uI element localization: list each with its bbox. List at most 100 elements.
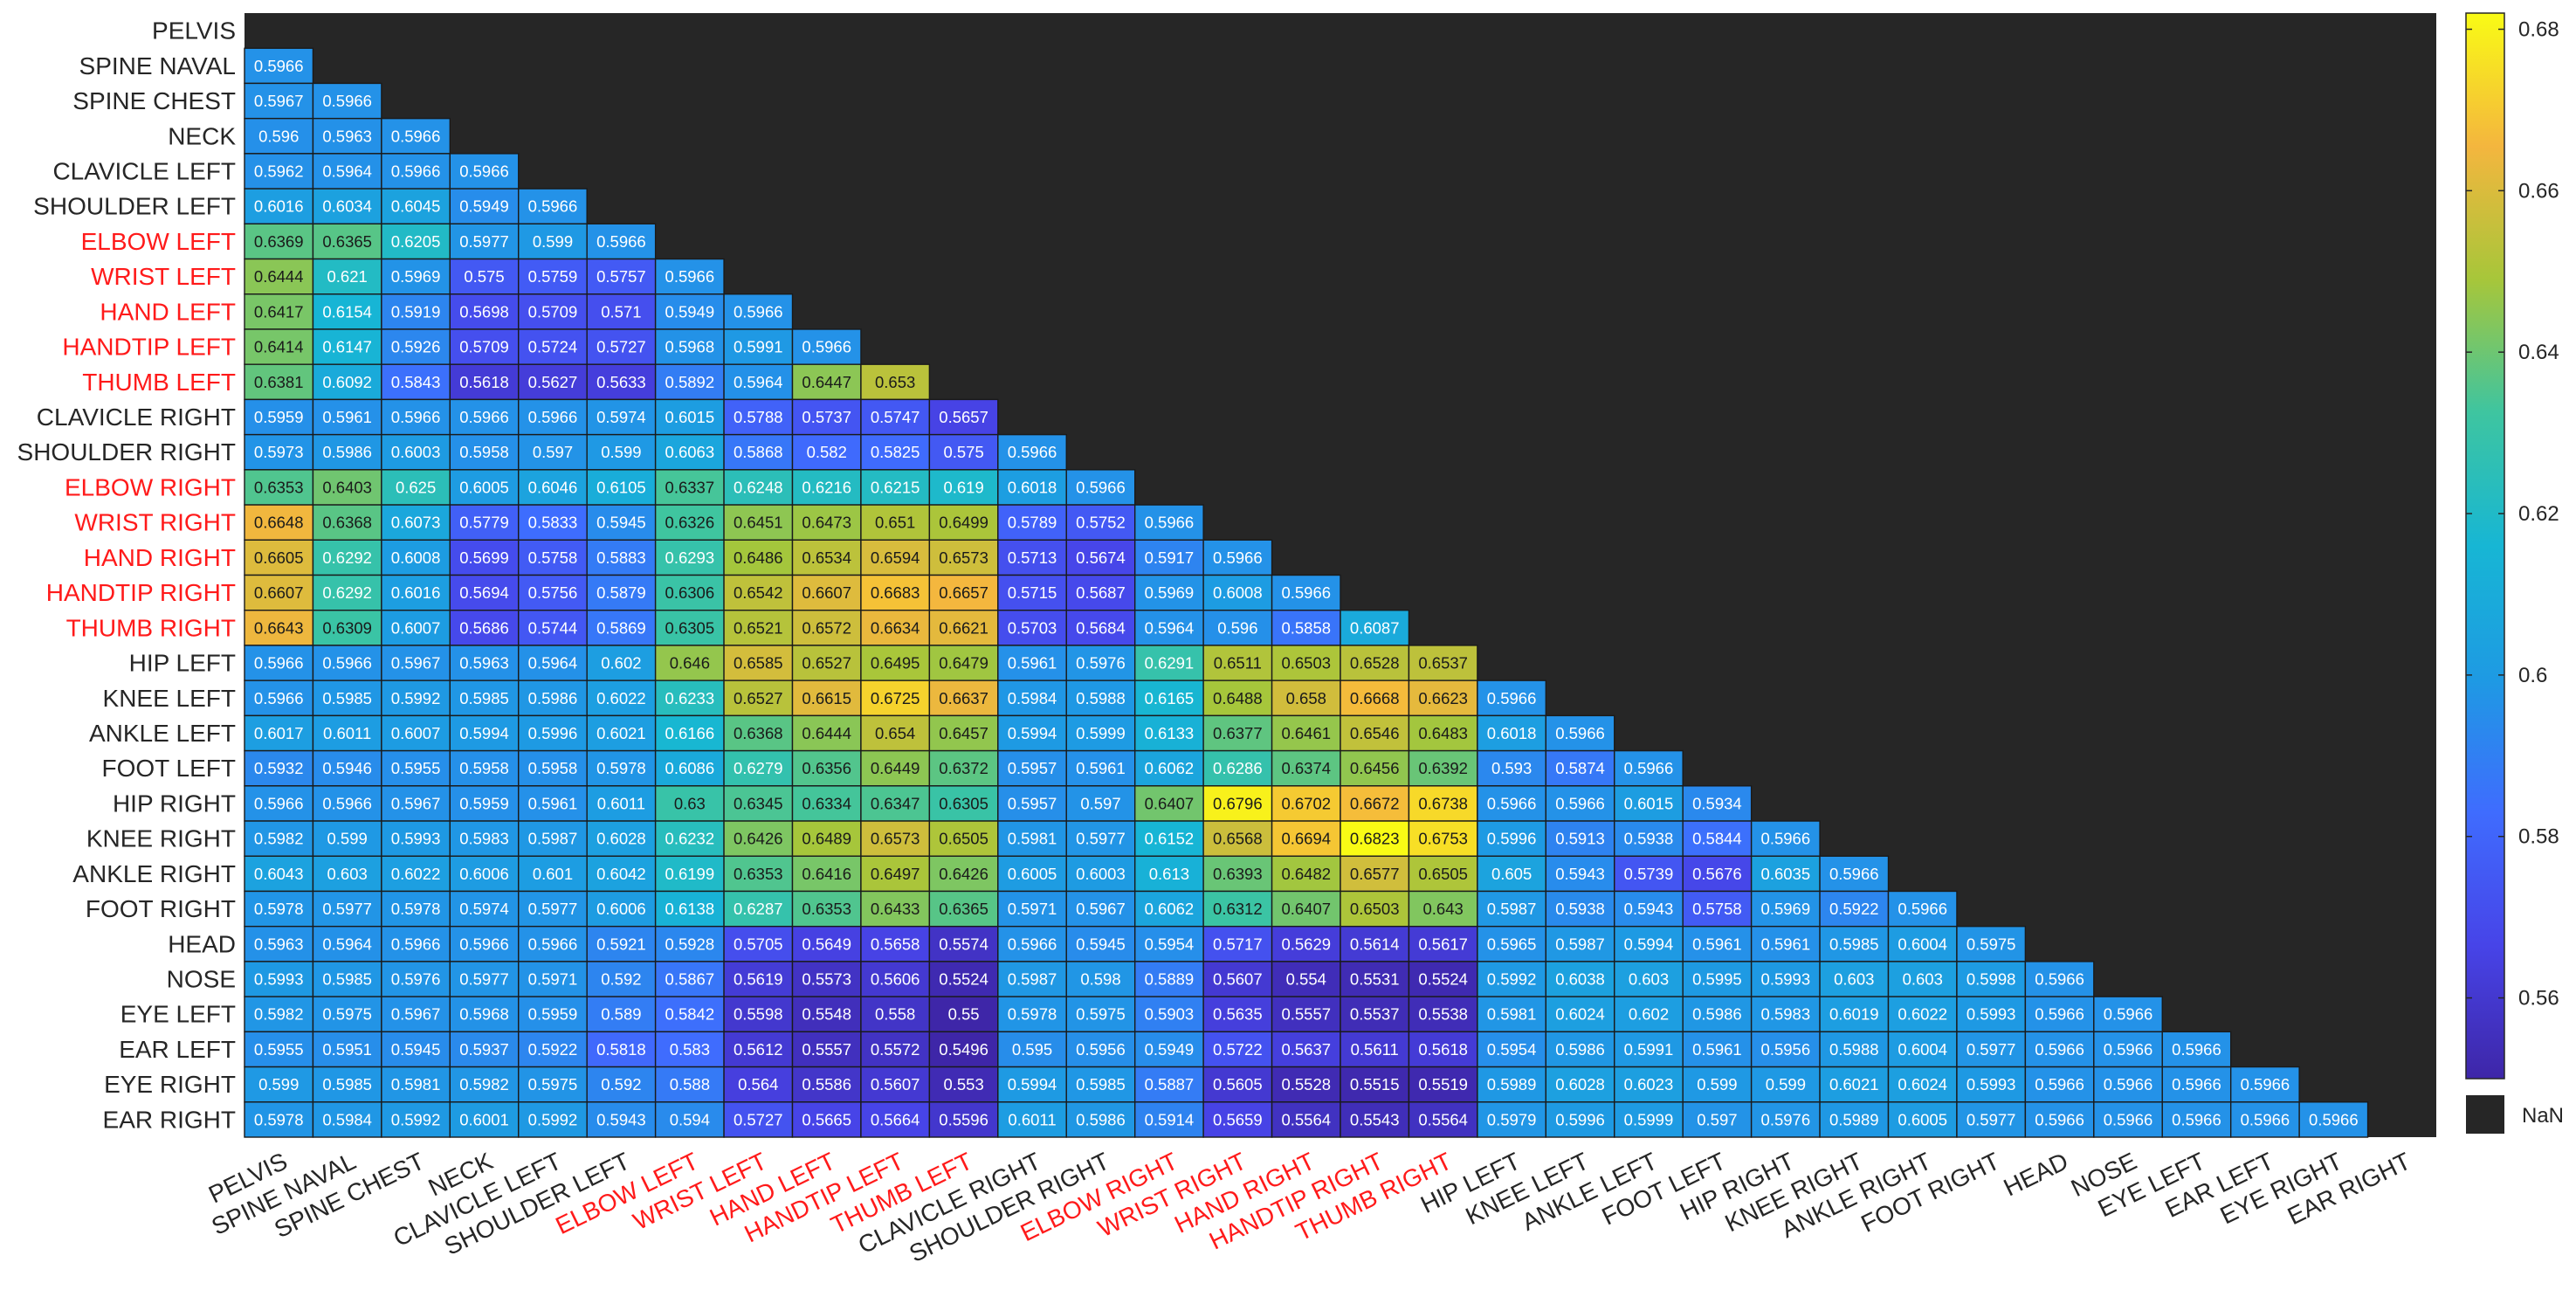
heatmap-cell-value: 0.5844 (1692, 830, 1742, 848)
heatmap-cell-value: 0.5574 (939, 935, 988, 953)
heatmap-cell (1614, 785, 1684, 822)
heatmap-cell (586, 679, 657, 717)
heatmap-cell-value: 0.5994 (1008, 1075, 1057, 1093)
heatmap-cell-value: 0.5978 (254, 1110, 304, 1128)
heatmap-cell-value: 0.605 (1491, 865, 1532, 883)
heatmap-cell-value: 0.6374 (1281, 759, 1331, 777)
heatmap-cell-value: 0.595 (1012, 1040, 1052, 1059)
heatmap-cell-value: 0.5964 (1145, 618, 1195, 637)
row-label: HIP LEFT (129, 650, 236, 677)
heatmap-cell (244, 504, 314, 541)
heatmap-cell-value: 0.5984 (322, 1110, 372, 1128)
heatmap-cell-value: 0.6046 (528, 478, 578, 496)
heatmap-cell (1271, 749, 1341, 787)
heatmap-cell-value: 0.6377 (1213, 724, 1263, 742)
heatmap-cell-value: 0.6426 (939, 865, 988, 883)
heatmap-cell (381, 117, 451, 155)
heatmap-cell (723, 469, 794, 506)
heatmap-cell (381, 785, 451, 822)
heatmap-cell-value: 0.6573 (939, 548, 988, 567)
heatmap-cell-value: 0.5962 (254, 162, 304, 180)
heatmap-cell-value: 0.5982 (254, 1005, 304, 1024)
heatmap-cell (791, 925, 862, 962)
heatmap-cell (997, 925, 1067, 962)
heatmap-cell (381, 504, 451, 541)
heatmap-cell-value: 0.6233 (665, 689, 715, 707)
heatmap-cell-value: 0.5992 (528, 1110, 578, 1128)
heatmap-cell (791, 504, 862, 541)
heatmap-cell-value: 0.5998 (1966, 970, 2016, 989)
heatmap-cell-value: 0.5519 (1418, 1075, 1468, 1093)
heatmap-cell-value: 0.6353 (802, 900, 851, 918)
row-labels: PELVIS SPINE NAVAL SPINE CHEST NECK CLAVICLE… (17, 17, 237, 1134)
heatmap-cell (723, 645, 794, 681)
heatmap-cell (1545, 1066, 1615, 1103)
heatmap-cell-value: 0.5914 (1145, 1110, 1195, 1128)
heatmap-cell (1545, 925, 1615, 962)
heatmap-cell-value: 0.6011 (597, 794, 645, 812)
heatmap-cell-value: 0.5966 (528, 197, 578, 216)
heatmap-cell-value: 0.5977 (1966, 1110, 2016, 1128)
heatmap-cell-value: 0.5926 (391, 338, 441, 356)
heatmap-cell-value: 0.6511 (1214, 654, 1262, 673)
heatmap-cell-value: 0.596 (258, 127, 299, 145)
heatmap-cell-value: 0.6147 (322, 338, 372, 356)
heatmap-cell-value: 0.554 (1286, 970, 1326, 989)
heatmap-cell (1819, 996, 1890, 1033)
heatmap-cell-value: 0.5996 (528, 724, 578, 742)
heatmap-cell-value: 0.5966 (1624, 759, 1674, 777)
colorbar-tick-label: 0.6 (2518, 664, 2547, 687)
heatmap-cell (1202, 925, 1273, 962)
heatmap-cell-value: 0.5619 (734, 970, 783, 989)
heatmap-cell-value: 0.5943 (1555, 865, 1605, 883)
heatmap-cell (791, 539, 862, 576)
heatmap-cell-value: 0.6537 (1418, 654, 1468, 673)
heatmap-cell-value: 0.5586 (802, 1075, 851, 1093)
heatmap-cell (723, 1031, 794, 1068)
colorbar (2465, 12, 2505, 1080)
heatmap-cell-value: 0.5968 (459, 1005, 509, 1024)
heatmap-cell-value: 0.5966 (459, 935, 509, 953)
heatmap-cell (449, 820, 520, 857)
heatmap-cell-value: 0.6232 (665, 830, 715, 848)
heatmap-cell-value: 0.5967 (391, 654, 441, 673)
heatmap-cell-value: 0.5976 (391, 970, 441, 989)
colorbar-gradient (2465, 12, 2505, 1080)
heatmap-cell (244, 188, 314, 225)
heatmap-cell (244, 153, 314, 190)
heatmap-cell-value: 0.5977 (1966, 1040, 2016, 1059)
heatmap-cell (381, 539, 451, 576)
heatmap-cell-value: 0.5961 (1692, 1040, 1742, 1059)
heatmap-cell-value: 0.5999 (1624, 1110, 1674, 1128)
heatmap-cell-value: 0.6004 (1898, 935, 1947, 953)
heatmap-cells: 0.5966 0.5967 0.5966 0.596 0.5963 0.5966 0.596… (244, 47, 2369, 1138)
heatmap-cell-value: 0.5978 (254, 900, 304, 918)
heatmap-cell-value: 0.5922 (1829, 900, 1879, 918)
heatmap-cell (2024, 1066, 2095, 1103)
heatmap-cell (1065, 574, 1136, 611)
heatmap-cell-value: 0.6018 (1008, 478, 1057, 496)
heatmap-cell (723, 433, 794, 471)
heatmap-cell-value: 0.6392 (1418, 759, 1468, 777)
heatmap-cell (1133, 1031, 1204, 1068)
row-label: SHOULDER RIGHT (17, 438, 236, 466)
heatmap-cell-value: 0.6016 (254, 197, 304, 216)
heatmap-cell (1956, 1066, 2027, 1103)
heatmap-cell-value: 0.6495 (871, 654, 920, 673)
heatmap-cell (1133, 679, 1204, 717)
heatmap-cell-value: 0.5699 (459, 548, 509, 567)
heatmap-cell-value: 0.6483 (1418, 724, 1468, 742)
heatmap-cell-value: 0.6482 (1281, 865, 1331, 883)
heatmap-cell (1408, 996, 1478, 1033)
heatmap-cell-value: 0.6138 (665, 900, 715, 918)
heatmap-cell (518, 890, 588, 928)
row-label: CLAVICLE LEFT (52, 157, 236, 184)
heatmap-cell-value: 0.6022 (391, 865, 441, 883)
heatmap-cell (1133, 855, 1204, 893)
heatmap-cell-value: 0.5982 (254, 830, 304, 848)
heatmap-cell-value: 0.6433 (871, 900, 920, 918)
heatmap-cell-value: 0.5992 (391, 1110, 441, 1128)
heatmap-cell-value: 0.5977 (1076, 830, 1126, 848)
heatmap-cell-value: 0.5958 (528, 759, 578, 777)
heatmap-cell (928, 539, 999, 576)
